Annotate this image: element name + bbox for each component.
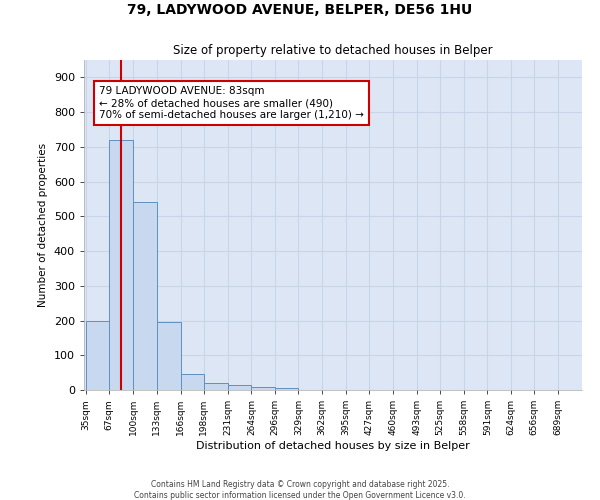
- Text: 79, LADYWOOD AVENUE, BELPER, DE56 1HU: 79, LADYWOOD AVENUE, BELPER, DE56 1HU: [127, 2, 473, 16]
- Title: Size of property relative to detached houses in Belper: Size of property relative to detached ho…: [173, 44, 493, 58]
- Bar: [86, 320, 109, 390]
- Bar: [181, 374, 204, 390]
- Bar: [227, 385, 251, 390]
- X-axis label: Distribution of detached houses by size in Belper: Distribution of detached houses by size …: [196, 441, 470, 451]
- Bar: [275, 388, 298, 390]
- Text: Contains HM Land Registry data © Crown copyright and database right 2025.
Contai: Contains HM Land Registry data © Crown c…: [134, 480, 466, 500]
- Bar: [251, 386, 275, 390]
- Y-axis label: Number of detached properties: Number of detached properties: [38, 143, 48, 307]
- Bar: [204, 383, 227, 390]
- Bar: [157, 322, 181, 390]
- Bar: [133, 202, 157, 390]
- Bar: [109, 140, 133, 390]
- Text: 79 LADYWOOD AVENUE: 83sqm
← 28% of detached houses are smaller (490)
70% of semi: 79 LADYWOOD AVENUE: 83sqm ← 28% of detac…: [99, 86, 364, 120]
